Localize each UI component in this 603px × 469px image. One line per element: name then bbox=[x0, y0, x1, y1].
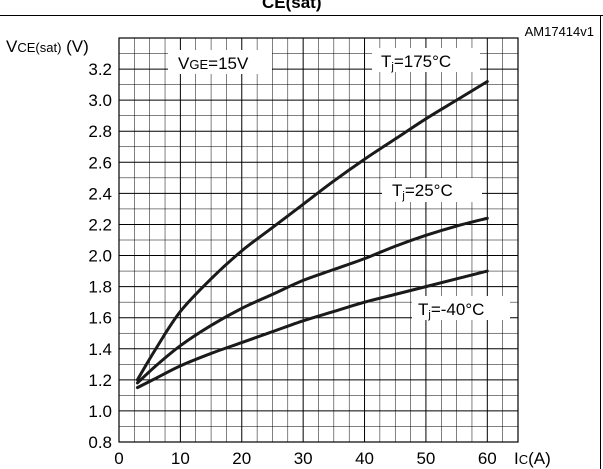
x-axis-label-sub: C bbox=[519, 452, 528, 467]
y-tick-label: 2.0 bbox=[88, 247, 112, 266]
y-tick-label: 2.6 bbox=[88, 153, 112, 172]
y-tick-label: 1.2 bbox=[88, 371, 112, 390]
series-label-175-value: =175°C bbox=[394, 52, 451, 71]
series-label-25-bg bbox=[382, 178, 482, 202]
series-layer bbox=[135, 80, 489, 390]
y-tick-label: 3.2 bbox=[88, 60, 112, 79]
y-tick-label: 2.2 bbox=[88, 215, 112, 234]
series-line-tj-175 bbox=[135, 80, 489, 382]
x-axis-label: IC(A) bbox=[514, 449, 551, 468]
series-line-tj-25 bbox=[135, 216, 489, 385]
vge-annotation-sub: GE bbox=[189, 57, 208, 72]
x-tick-label: 50 bbox=[416, 449, 435, 468]
y-tick-label: 1.6 bbox=[88, 309, 112, 328]
series-label-25-value: =25°C bbox=[405, 181, 453, 200]
vge-annotation: VGE=15V bbox=[178, 54, 249, 73]
y-tick-label: 2.8 bbox=[88, 122, 112, 141]
y-axis-label-unit: (V) bbox=[61, 37, 88, 56]
y-tick-labels: 0.8 1.0 1.2 1.4 1.6 1.8 2.0 2.2 2.4 2.6 2.8 3.0 3.2 bbox=[88, 60, 112, 452]
x-tick-label: 0 bbox=[114, 449, 123, 468]
vge-annotation-value: =15V bbox=[208, 54, 249, 73]
series-label-25-main: T bbox=[392, 181, 402, 200]
series-label-25: Tj=25°C bbox=[392, 181, 453, 202]
y-tick-label: 1.8 bbox=[88, 278, 112, 297]
y-axis-label: VCE(sat) (V) bbox=[6, 37, 89, 56]
x-tick-label: 20 bbox=[232, 449, 251, 468]
series-label-m40: Tj=-40°C bbox=[418, 300, 484, 321]
series-line-tj-m40 bbox=[135, 269, 489, 390]
series-label-m40-main: T bbox=[418, 300, 428, 319]
x-tick-label: 40 bbox=[355, 449, 374, 468]
series-label-m40-value: =-40°C bbox=[431, 300, 485, 319]
vge-annotation-bg bbox=[168, 50, 272, 74]
y-tick-label: 1.4 bbox=[88, 340, 112, 359]
y-axis-label-sub: CE(sat) bbox=[17, 40, 61, 55]
series-label-175-sub: j bbox=[390, 61, 393, 73]
x-axis-label-unit: (A) bbox=[528, 449, 551, 468]
y-tick-label: 3.0 bbox=[88, 91, 112, 110]
header-fragment: CE(sat) bbox=[262, 0, 322, 12]
x-tick-label: 60 bbox=[478, 449, 497, 468]
x-tick-labels: 0 10 20 30 40 50 60 bbox=[114, 449, 497, 468]
series-label-25-sub: j bbox=[401, 190, 404, 202]
x-tick-label: 30 bbox=[294, 449, 313, 468]
series-label-175-bg bbox=[372, 48, 480, 72]
figure-id: AM17414v1 bbox=[525, 24, 594, 39]
plot-area bbox=[118, 37, 519, 443]
x-tick-label: 10 bbox=[171, 449, 190, 468]
y-axis-label-main: V bbox=[6, 37, 18, 56]
x-axis-label-main: I bbox=[514, 449, 519, 468]
y-tick-label: 0.8 bbox=[88, 433, 112, 452]
series-label-175-main: T bbox=[381, 52, 391, 71]
series-label-175: Tj=175°C bbox=[381, 52, 451, 73]
series-label-m40-bg bbox=[412, 296, 510, 320]
y-tick-label: 2.4 bbox=[88, 184, 112, 203]
vge-annotation-main: V bbox=[178, 54, 190, 73]
series-label-m40-sub: j bbox=[427, 309, 430, 321]
y-tick-label: 1.0 bbox=[88, 402, 112, 421]
